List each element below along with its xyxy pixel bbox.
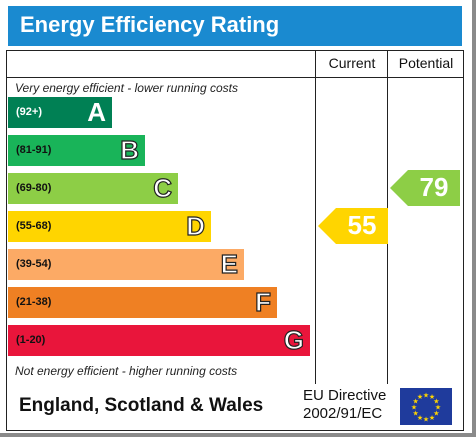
eu-star-icon: ★ <box>429 393 435 401</box>
potential-rating-arrow: 79 <box>390 170 460 211</box>
eu-star-icon: ★ <box>417 393 423 401</box>
eu-star-icon: ★ <box>423 392 429 400</box>
rating-table: Current Potential Very energy efficient … <box>6 50 464 385</box>
eu-star-icon: ★ <box>417 414 423 422</box>
potential-column-header: Potential <box>398 55 454 71</box>
eu-flag-icon: ★ ★★★★★★★★★★★ <box>400 388 452 425</box>
country-label: England, Scotland & Wales <box>19 395 264 416</box>
efficient-note: Very energy efficient - lower running co… <box>15 81 238 95</box>
potential-arrow-shape <box>390 170 460 206</box>
band-b-letter: B <box>120 134 140 165</box>
eu-star-icon: ★ <box>411 404 417 412</box>
band-f-range: (21-38) <box>16 296 52 308</box>
band-f-letter: F <box>255 286 272 317</box>
band-a-letter: A <box>87 97 106 127</box>
current-rating-value: 55 <box>347 210 377 240</box>
current-arrow-shape <box>318 208 388 244</box>
eu-star-icon: ★ <box>423 416 429 424</box>
band-e-letter: E <box>220 248 239 279</box>
band-c: (69-80) C <box>8 172 178 204</box>
band-a: (92+) A <box>8 97 112 128</box>
band-b-range: (81-91) <box>16 144 52 156</box>
band-g-letter: G <box>283 324 304 355</box>
band-e: (39-54) E <box>8 248 244 280</box>
band-f: (21-38) F <box>8 286 277 318</box>
eu-star-icon: ★ <box>433 410 439 418</box>
footer: England, Scotland & Wales EU Directive 2… <box>6 384 464 431</box>
column-divider-current <box>315 51 316 384</box>
band-a-range: (92+) <box>16 106 42 118</box>
directive-line-2: 2002/91/EC <box>303 405 383 422</box>
band-b: (81-91) B <box>8 134 145 166</box>
current-rating-arrow: 55 <box>318 208 388 249</box>
eu-directive: EU Directive 2002/91/EC <box>303 387 386 423</box>
eu-star-icon: ★ <box>412 410 418 418</box>
title-bar: Energy Efficiency Rating <box>8 6 462 46</box>
band-g: (1-20) G <box>8 324 310 356</box>
inefficient-note: Not energy efficient - higher running co… <box>15 364 238 378</box>
directive-line-1: EU Directive <box>303 387 387 404</box>
current-column-header: Current <box>328 55 376 71</box>
eu-star-icon: ★ <box>433 398 439 406</box>
eu-star-icon: ★ <box>435 404 441 412</box>
band-c-range: (69-80) <box>16 182 52 194</box>
band-g-range: (1-20) <box>16 334 46 346</box>
potential-rating-value: 79 <box>419 172 449 202</box>
band-d-letter: D <box>186 210 206 241</box>
chart-title: Energy Efficiency Rating <box>20 12 280 37</box>
band-d-range: (55-68) <box>16 220 52 232</box>
band-d: (55-68) D <box>8 210 211 242</box>
band-c-letter: C <box>153 172 173 203</box>
eu-star-icon: ★ <box>412 398 418 406</box>
band-e-range: (39-54) <box>16 258 52 270</box>
eu-star-icon: ★ <box>429 414 435 422</box>
header-divider <box>7 77 463 78</box>
